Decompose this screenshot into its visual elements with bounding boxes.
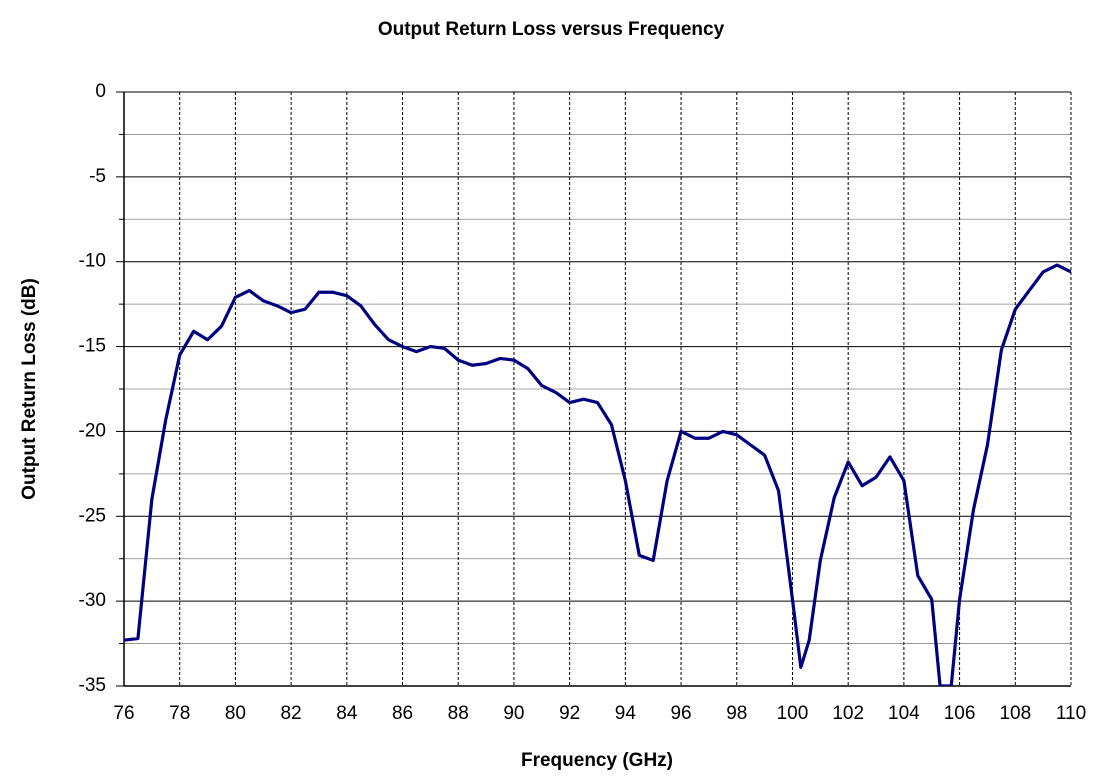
x-tick-label: 82	[281, 703, 302, 724]
x-tick-label: 84	[336, 703, 358, 724]
y-tick-label: -20	[79, 420, 106, 441]
y-tick-label: -10	[79, 251, 106, 272]
x-tick-label: 110	[1056, 703, 1086, 724]
x-tick-label: 98	[726, 703, 747, 724]
x-tick-label: 76	[113, 703, 134, 724]
y-tick-label: -25	[79, 505, 106, 526]
y-tick-label: 0	[95, 81, 106, 102]
x-tick-label: 108	[999, 703, 1031, 724]
x-tick-label: 80	[225, 703, 246, 724]
x-tick-label: 92	[559, 703, 580, 724]
x-tick-label: 96	[670, 703, 691, 724]
x-tick-label: 104	[888, 703, 920, 724]
chart-title: Output Return Loss versus Frequency	[378, 19, 725, 40]
x-tick-label: 86	[392, 703, 413, 724]
y-tick-label: -35	[79, 675, 106, 696]
x-tick-label: 106	[944, 703, 976, 724]
x-tick-label: 88	[448, 703, 469, 724]
x-tick-label: 102	[832, 703, 864, 724]
y-tick-label: -5	[89, 166, 106, 187]
y-tick-label: -15	[79, 336, 106, 357]
y-axis-label: Output Return Loss (dB)	[19, 278, 40, 500]
x-tick-label: 78	[169, 703, 190, 724]
x-tick-label: 94	[615, 703, 637, 724]
x-axis-label: Frequency (GHz)	[521, 750, 673, 771]
x-tick-label: 100	[777, 703, 809, 724]
x-tick-label: 90	[503, 703, 524, 724]
y-tick-label: -30	[79, 590, 106, 611]
data-line	[124, 263, 1071, 686]
